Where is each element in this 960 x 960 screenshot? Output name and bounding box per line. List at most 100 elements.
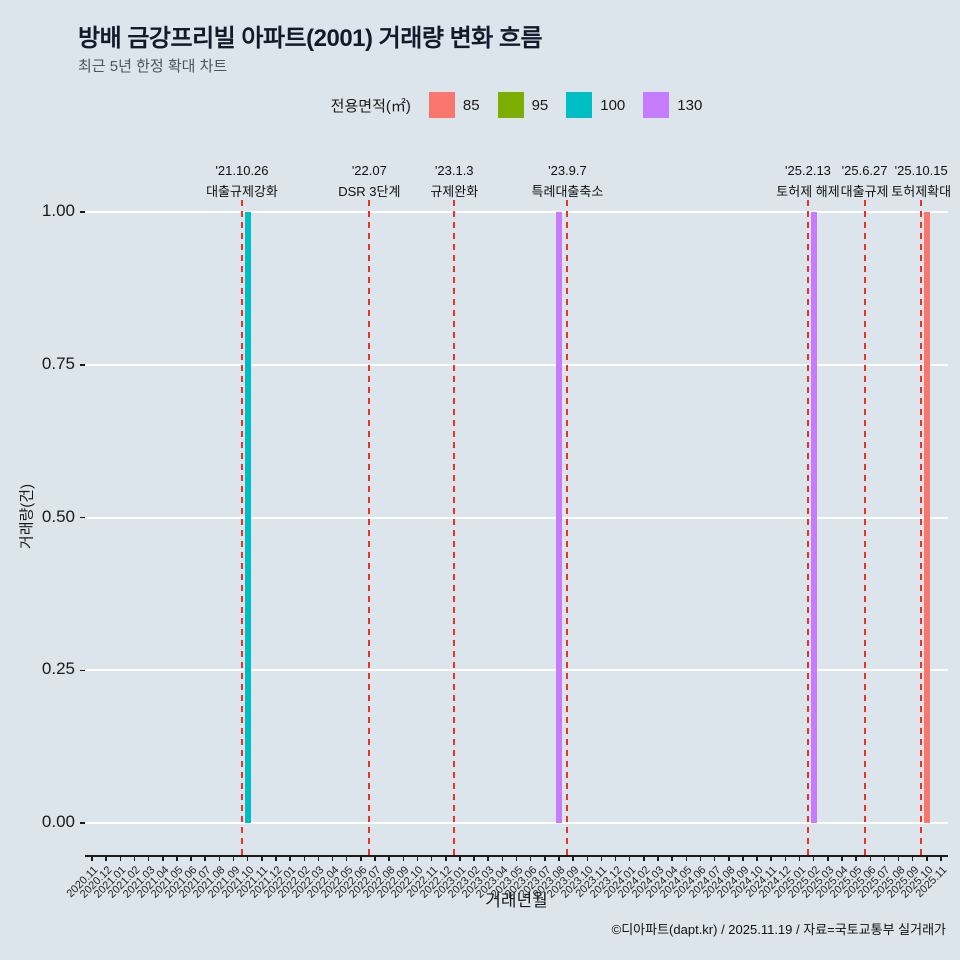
- gridline: [85, 211, 948, 213]
- x-tick: [812, 855, 815, 861]
- x-tick: [572, 855, 574, 861]
- x-tick: [374, 855, 376, 861]
- x-tick: [643, 855, 645, 861]
- legend-title: 전용면적(㎡): [330, 97, 411, 115]
- y-tick-label: 0.75: [41, 353, 75, 373]
- x-tick: [685, 855, 688, 861]
- x-tick: [770, 855, 772, 861]
- x-tick: [416, 855, 419, 861]
- x-tick: [671, 855, 673, 861]
- y-axis-title: 거래량(건): [18, 483, 36, 550]
- x-tick: [105, 855, 107, 861]
- event-line: [240, 200, 243, 855]
- event-label: 특례대출축소: [531, 184, 604, 199]
- x-tick: [459, 855, 461, 861]
- event-annotation: '23.1.3 규제완화: [430, 160, 478, 202]
- x-tick: [190, 855, 192, 861]
- event-label: 규제완화: [430, 184, 479, 199]
- x-tick: [345, 855, 348, 861]
- chart-title: 방배 금강프리빌 아파트(2001) 거래량 변화 흐름: [78, 25, 543, 52]
- x-tick: [713, 855, 716, 861]
- chart-subtitle: 최근 5년 한정 확대 차트: [78, 58, 228, 75]
- x-tick: [699, 855, 702, 861]
- x-tick: [232, 855, 235, 861]
- event-line: [566, 200, 569, 855]
- x-tick: [303, 855, 305, 861]
- event-line: [453, 200, 456, 855]
- x-tick: [162, 855, 164, 861]
- x-tick: [501, 855, 504, 861]
- y-tick-label: 0.00: [41, 812, 75, 831]
- x-tick: [275, 855, 277, 861]
- x-tick: [911, 855, 914, 861]
- x-tick: [883, 855, 886, 861]
- x-tick: [119, 855, 122, 861]
- y-tick-label: 1.00: [41, 201, 75, 220]
- legend-swatch-85: [428, 92, 455, 118]
- legend-item-130: 130: [643, 92, 702, 118]
- x-tick: [756, 855, 758, 861]
- event-date: '25.10.15: [894, 163, 948, 178]
- x-tick: [600, 855, 603, 861]
- bar-2023.08: [555, 212, 562, 823]
- x-tick: [798, 855, 801, 861]
- x-tick: [529, 855, 532, 861]
- x-tick: [360, 855, 362, 861]
- x-tick: [784, 855, 787, 861]
- x-tick: [289, 855, 291, 861]
- x-tick: [728, 855, 730, 861]
- x-tick: [558, 855, 560, 861]
- x-tick: [473, 855, 475, 861]
- x-tick: [430, 855, 433, 861]
- event-label: 토허제확대: [891, 184, 952, 199]
- legend-swatch-95: [497, 92, 524, 118]
- x-tick: [827, 855, 829, 861]
- x-tick: [586, 855, 588, 861]
- x-tick: [855, 855, 857, 861]
- event-line: [863, 200, 866, 855]
- event-annotation: '25.10.15 토허제확대: [891, 160, 951, 202]
- gridline: [85, 516, 948, 519]
- event-date: '25.2.13: [785, 163, 831, 178]
- event-line: [368, 200, 371, 855]
- event-annotation: '21.10.26 대출규제강화: [206, 160, 278, 202]
- y-tick: [80, 669, 85, 671]
- x-tick: [742, 855, 744, 861]
- event-line: [806, 200, 809, 855]
- bar-2025.10: [923, 212, 930, 823]
- y-tick-label: 0.25: [41, 659, 75, 679]
- x-tick: [246, 855, 249, 861]
- x-tick: [402, 855, 405, 861]
- x-tick: [133, 855, 136, 861]
- legend-item-label: 95: [531, 96, 549, 114]
- bar-2021.10: [244, 212, 251, 823]
- x-tick: [614, 855, 617, 861]
- y-tick: [80, 822, 85, 824]
- x-tick: [445, 855, 447, 861]
- x-axis-title: 거래년월: [485, 891, 548, 910]
- x-tick: [841, 855, 843, 861]
- x-tick: [940, 855, 942, 861]
- x-tick: [544, 855, 546, 861]
- x-tick: [147, 855, 150, 861]
- event-date: '23.1.3: [434, 163, 474, 178]
- x-tick: [388, 855, 390, 861]
- event-date: '22.07: [351, 163, 387, 178]
- x-tick: [926, 855, 928, 861]
- legend: 전용면적(㎡) 85 95 100 130: [85, 92, 948, 118]
- x-tick: [487, 855, 489, 861]
- legend-item-label: 85: [462, 96, 480, 114]
- x-tick: [628, 855, 631, 861]
- x-tick: [176, 855, 178, 861]
- legend-item-label: 130: [677, 96, 703, 114]
- gridline: [85, 363, 948, 366]
- x-tick: [515, 855, 518, 861]
- x-tick: [91, 855, 93, 861]
- event-label: DSR 3단계: [338, 184, 401, 199]
- x-tick: [317, 855, 320, 861]
- bar-2025.02: [810, 212, 817, 823]
- event-annotation: '25.6.27 대출규제: [841, 160, 889, 202]
- event-date: '21.10.26: [215, 163, 269, 178]
